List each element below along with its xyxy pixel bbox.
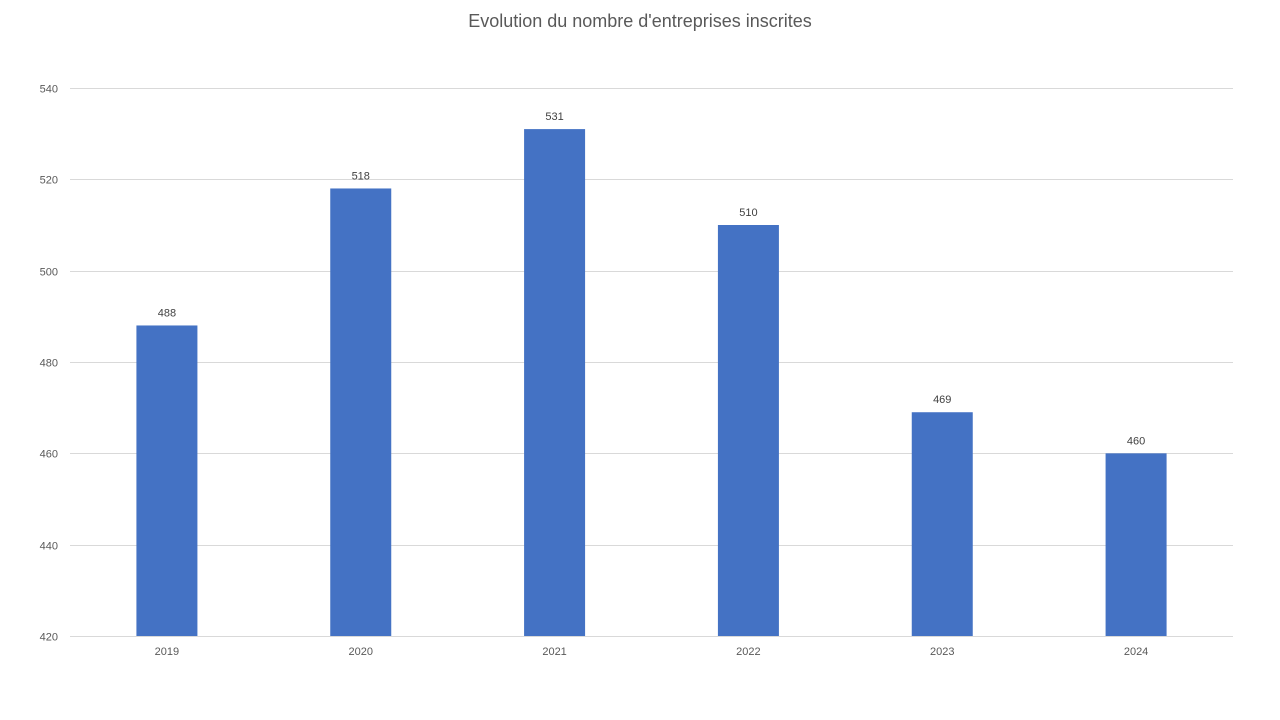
y-tick-label: 440 — [40, 541, 58, 553]
data-label: 510 — [739, 207, 757, 219]
y-tick-label: 540 — [40, 84, 58, 96]
x-tick-label: 2023 — [930, 646, 954, 658]
data-label: 488 — [158, 307, 176, 319]
x-axis-tick-labels: 2019 2020 2021 2022 2023 2024 — [155, 646, 1149, 658]
bars — [136, 129, 1167, 636]
x-tick-label: 2024 — [1124, 646, 1148, 658]
bar-2023 — [911, 412, 973, 636]
y-tick-label: 480 — [40, 358, 58, 370]
y-tick-label: 460 — [40, 449, 58, 461]
chart-title: Evolution du nombre d'entreprises inscri… — [468, 11, 812, 31]
x-tick-label: 2020 — [349, 646, 373, 658]
data-label: 469 — [933, 394, 951, 406]
x-tick-label: 2021 — [542, 646, 566, 658]
bar-2024 — [1105, 453, 1167, 636]
bar-2019 — [136, 325, 198, 636]
y-tick-label: 420 — [40, 632, 58, 644]
bar-2020 — [330, 188, 392, 636]
x-tick-label: 2019 — [155, 646, 179, 658]
y-axis-tick-labels: 420 440 460 480 500 520 540 — [40, 84, 58, 644]
gridlines — [70, 88, 1233, 637]
bar-2021 — [524, 129, 586, 636]
data-label: 531 — [545, 111, 563, 123]
x-tick-label: 2022 — [736, 646, 760, 658]
data-label: 518 — [352, 170, 370, 182]
y-tick-label: 500 — [40, 267, 58, 279]
bar-2022 — [717, 225, 779, 636]
data-labels: 488 518 531 510 469 460 — [158, 111, 1146, 447]
y-tick-label: 520 — [40, 175, 58, 187]
data-label: 460 — [1127, 435, 1145, 447]
